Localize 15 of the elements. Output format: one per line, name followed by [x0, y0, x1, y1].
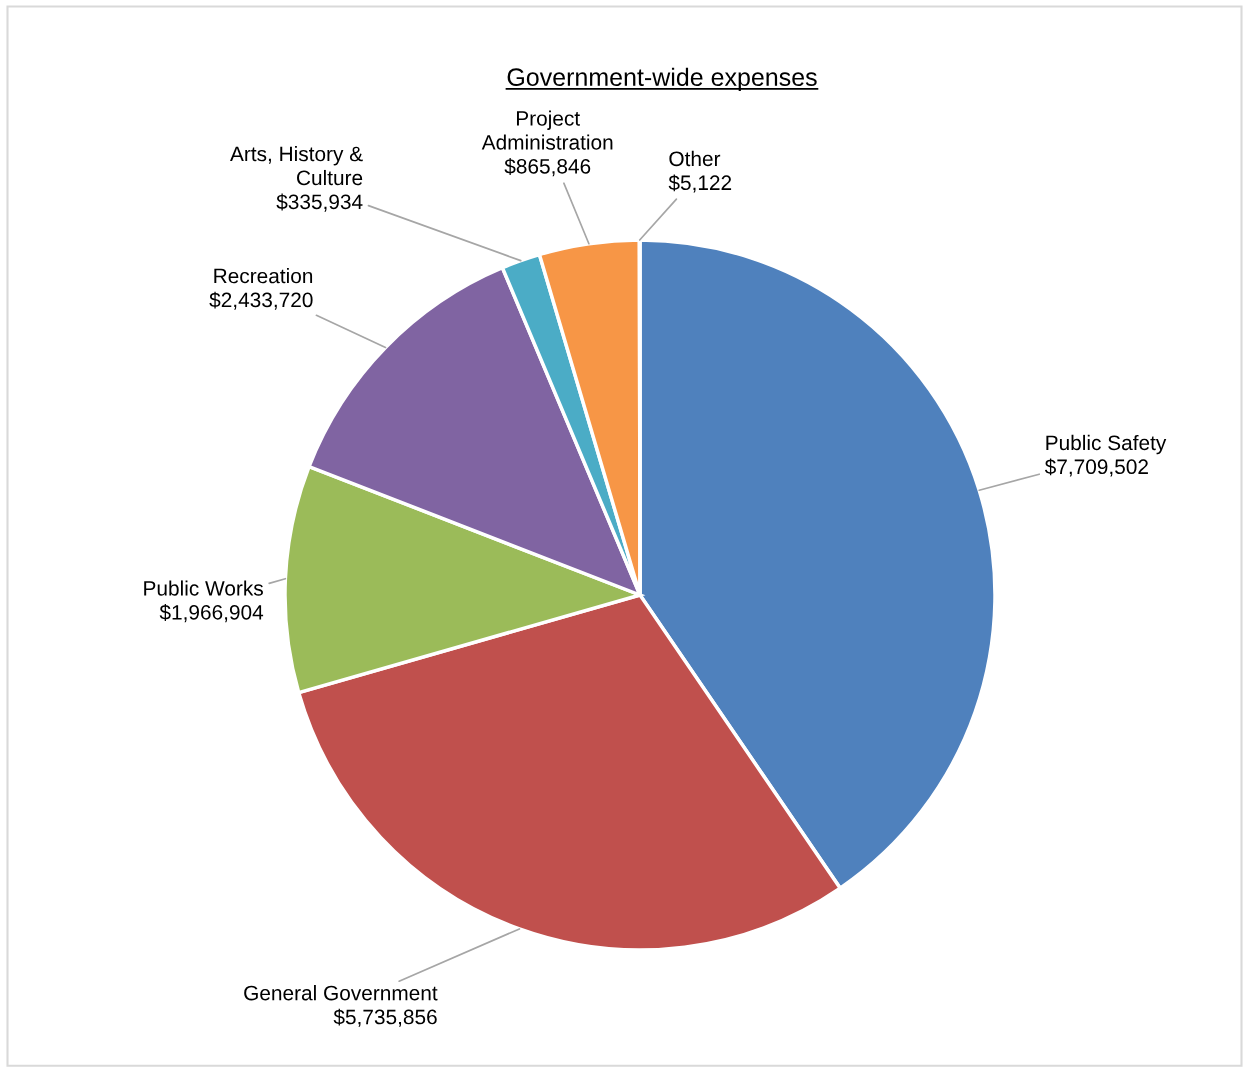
- chart-title: Government-wide expenses: [507, 67, 817, 91]
- data-label: $335,934: [276, 193, 363, 212]
- slice-label: Recreation: [214, 268, 313, 284]
- slice-label: Public Works: [144, 580, 263, 596]
- data-label: $5,122: [668, 174, 732, 193]
- data-label: $2,433,720: [209, 291, 313, 310]
- slice-label: Public Safety: [1046, 434, 1167, 455]
- data-label: $7,709,502: [1044, 458, 1148, 477]
- data-label: $865,846: [504, 158, 591, 177]
- slice-label: Other: [669, 150, 721, 167]
- slice-label: Project Administration: [481, 110, 613, 150]
- slice-label: General Government: [244, 985, 438, 1001]
- data-label: $1,966,904: [159, 604, 264, 623]
- data-label: $5,735,856: [333, 1008, 437, 1027]
- slice-label: Arts, History & Culture: [230, 145, 363, 186]
